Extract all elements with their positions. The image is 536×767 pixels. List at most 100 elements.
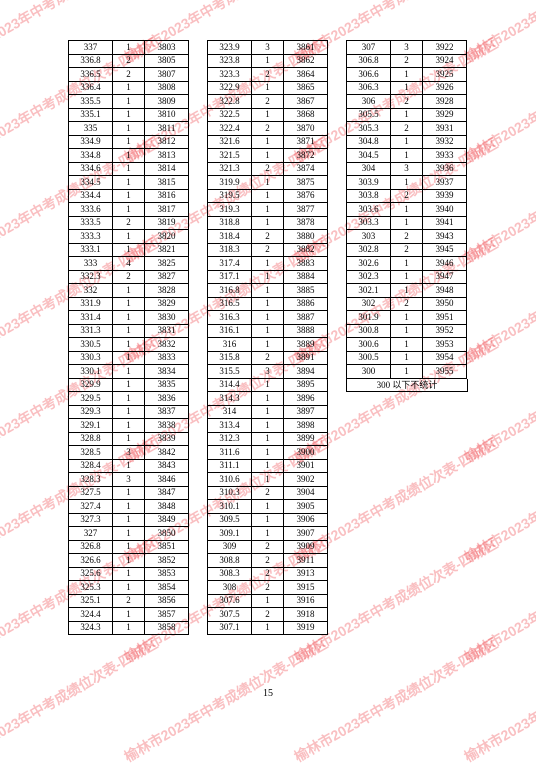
cell: 1	[252, 419, 284, 433]
cell: 3931	[423, 122, 467, 136]
table-row: 30223950	[347, 297, 467, 311]
table-row: 328.413843	[69, 459, 189, 473]
cell: 1	[113, 162, 145, 176]
table-row: 316.813885	[208, 284, 328, 298]
cell: 1	[391, 68, 423, 82]
table-row: 336.823805	[69, 54, 189, 68]
cell: 314	[208, 405, 252, 419]
table-row: 316.113888	[208, 324, 328, 338]
cell: 316.5	[208, 297, 252, 311]
cell: 301.9	[347, 311, 391, 325]
cell: 3915	[284, 581, 328, 595]
cell: 1	[252, 216, 284, 230]
cell: 1	[252, 54, 284, 68]
cell: 327.4	[69, 500, 113, 514]
score-table-1: 33713803336.823805336.523807336.41380833…	[68, 40, 189, 635]
cell: 3833	[145, 351, 189, 365]
cell: 306.8	[347, 54, 391, 68]
cell: 3805	[145, 54, 189, 68]
cell: 335.1	[69, 108, 113, 122]
cell: 1	[113, 122, 145, 136]
cell: 318.3	[208, 243, 252, 257]
cell: 2	[252, 581, 284, 595]
cell: 330.1	[69, 365, 113, 379]
cell: 3827	[145, 270, 189, 284]
cell: 3909	[284, 540, 328, 554]
cell: 3919	[284, 621, 328, 635]
cell: 3870	[284, 122, 328, 136]
table-row: 303.313941	[347, 216, 467, 230]
table-row: 33513811	[69, 122, 189, 136]
cell: 1	[391, 135, 423, 149]
table-row: 303.613940	[347, 203, 467, 217]
cell: 331.3	[69, 324, 113, 338]
table-row: 304.513933	[347, 149, 467, 163]
cell: 304	[347, 162, 391, 176]
cell: 326.8	[69, 540, 113, 554]
cell: 3897	[284, 405, 328, 419]
cell: 334.5	[69, 176, 113, 190]
cell: 3849	[145, 513, 189, 527]
table-row: 333.613817	[69, 203, 189, 217]
cell: 1	[391, 176, 423, 190]
cell: 1	[113, 432, 145, 446]
cell: 310.1	[208, 500, 252, 514]
cell: 333	[69, 257, 113, 271]
cell: 302.6	[347, 257, 391, 271]
cell: 1	[113, 500, 145, 514]
cell: 1	[391, 149, 423, 163]
cell: 329.3	[69, 405, 113, 419]
cell: 2	[252, 122, 284, 136]
cell: 2	[391, 95, 423, 109]
cell: 329.9	[69, 378, 113, 392]
cell: 319.5	[208, 189, 252, 203]
table-row: 334.413816	[69, 189, 189, 203]
cell: 315.8	[208, 351, 252, 365]
cell: 3902	[284, 473, 328, 487]
cell: 1	[252, 284, 284, 298]
cell: 1	[252, 405, 284, 419]
cell: 300.5	[347, 351, 391, 365]
cell: 327	[69, 527, 113, 541]
cell: 3839	[145, 432, 189, 446]
cell: 1	[113, 108, 145, 122]
cell: 2	[391, 230, 423, 244]
cell: 1	[391, 365, 423, 379]
cell: 3832	[145, 338, 189, 352]
cell: 3891	[284, 351, 328, 365]
cell: 3951	[423, 311, 467, 325]
cell: 3936	[423, 162, 467, 176]
table-row: 30013955	[347, 365, 467, 379]
cell: 321.3	[208, 162, 252, 176]
table-row: 319.913875	[208, 176, 328, 190]
cell: 2	[391, 297, 423, 311]
cell: 1	[252, 446, 284, 460]
table-row: 315.823891	[208, 351, 328, 365]
cell: 1	[252, 297, 284, 311]
table-row: 326.813851	[69, 540, 189, 554]
table-row: 321.613871	[208, 135, 328, 149]
cell: 3851	[145, 540, 189, 554]
cell: 1	[113, 149, 145, 163]
cell: 1	[252, 203, 284, 217]
cell: 334.6	[69, 162, 113, 176]
cell: 3906	[284, 513, 328, 527]
cell: 3911	[284, 554, 328, 568]
table-row: 331.913829	[69, 297, 189, 311]
cell: 333.1	[69, 243, 113, 257]
cell: 1	[252, 270, 284, 284]
cell: 3831	[145, 324, 189, 338]
cell: 3815	[145, 176, 189, 190]
table-row: 313.413898	[208, 419, 328, 433]
cell: 303.9	[347, 176, 391, 190]
table-row: 329.313837	[69, 405, 189, 419]
cell: 1	[113, 189, 145, 203]
table-row: 328.533842	[69, 446, 189, 460]
cell: 1	[252, 324, 284, 338]
cell: 321.5	[208, 149, 252, 163]
cell: 3874	[284, 162, 328, 176]
cell: 2	[252, 230, 284, 244]
cell: 3850	[145, 527, 189, 541]
cell: 1	[252, 189, 284, 203]
cell: 324.3	[69, 621, 113, 635]
